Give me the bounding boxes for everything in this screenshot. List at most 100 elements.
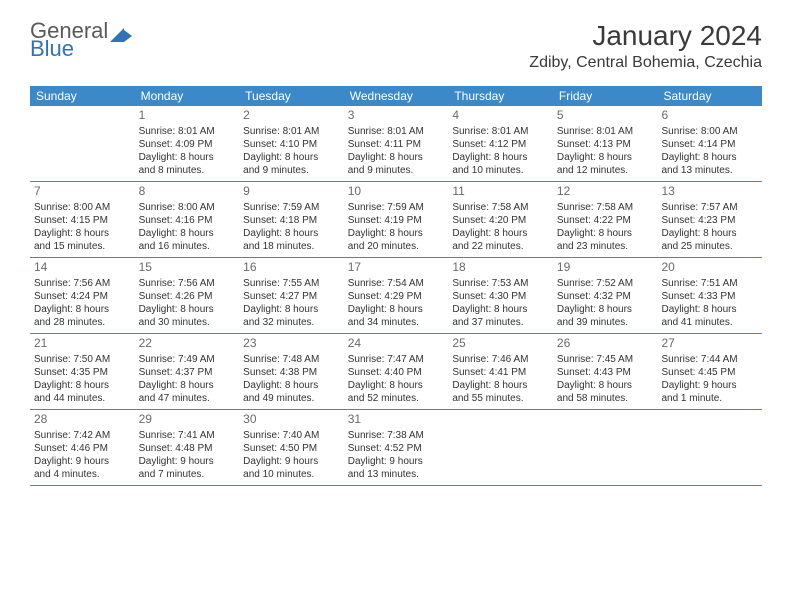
day-info-line: Sunset: 4:33 PM	[661, 290, 758, 303]
day-info-line: Daylight: 8 hours	[139, 379, 236, 392]
day-info-line: Sunrise: 8:00 AM	[661, 125, 758, 138]
day-info-line: Sunrise: 7:42 AM	[34, 429, 131, 442]
day-info-line: Daylight: 8 hours	[139, 303, 236, 316]
day-info-line: and 8 minutes.	[139, 164, 236, 177]
day-info-line: Daylight: 8 hours	[243, 227, 340, 240]
day-info-line: Sunset: 4:48 PM	[139, 442, 236, 455]
day-info-line: Sunset: 4:16 PM	[139, 214, 236, 227]
day-info-line: and 20 minutes.	[348, 240, 445, 253]
day-number: 3	[348, 108, 445, 124]
location: Zdiby, Central Bohemia, Czechia	[529, 54, 762, 72]
day-number: 11	[452, 184, 549, 200]
day-info-line: and 13 minutes.	[348, 468, 445, 481]
weekday-header: Sunday	[30, 86, 135, 106]
day-cell: 19Sunrise: 7:52 AMSunset: 4:32 PMDayligh…	[553, 258, 658, 333]
day-number: 20	[661, 260, 758, 276]
day-info-line: and 28 minutes.	[34, 316, 131, 329]
day-info-line: Sunrise: 7:53 AM	[452, 277, 549, 290]
day-info-line: Sunset: 4:11 PM	[348, 138, 445, 151]
day-cell: 24Sunrise: 7:47 AMSunset: 4:40 PMDayligh…	[344, 334, 449, 409]
day-info-line: Daylight: 8 hours	[34, 227, 131, 240]
weekday-header: Monday	[135, 86, 240, 106]
day-info-line: and 49 minutes.	[243, 392, 340, 405]
day-number: 14	[34, 260, 131, 276]
day-cell: 12Sunrise: 7:58 AMSunset: 4:22 PMDayligh…	[553, 182, 658, 257]
day-cell: 25Sunrise: 7:46 AMSunset: 4:41 PMDayligh…	[448, 334, 553, 409]
day-info-line: Daylight: 8 hours	[557, 227, 654, 240]
day-info-line: Daylight: 8 hours	[34, 379, 131, 392]
day-info-line: Sunrise: 7:46 AM	[452, 353, 549, 366]
day-info-line: Sunset: 4:10 PM	[243, 138, 340, 151]
day-info-line: Sunrise: 7:49 AM	[139, 353, 236, 366]
day-info-line: Sunrise: 8:01 AM	[557, 125, 654, 138]
day-number: 9	[243, 184, 340, 200]
day-info-line: and 25 minutes.	[661, 240, 758, 253]
day-info-line: Sunset: 4:32 PM	[557, 290, 654, 303]
calendar-body: 1Sunrise: 8:01 AMSunset: 4:09 PMDaylight…	[30, 106, 762, 486]
week-row: 21Sunrise: 7:50 AMSunset: 4:35 PMDayligh…	[30, 334, 762, 410]
day-number: 15	[139, 260, 236, 276]
calendar: SundayMondayTuesdayWednesdayThursdayFrid…	[30, 86, 762, 486]
day-info-line: Sunrise: 8:01 AM	[139, 125, 236, 138]
week-row: 7Sunrise: 8:00 AMSunset: 4:15 PMDaylight…	[30, 182, 762, 258]
month-title: January 2024	[529, 20, 762, 52]
day-info-line: Sunrise: 8:01 AM	[348, 125, 445, 138]
day-info-line: and 32 minutes.	[243, 316, 340, 329]
day-info-line: Daylight: 8 hours	[452, 379, 549, 392]
day-info-line: and 22 minutes.	[452, 240, 549, 253]
day-cell	[448, 410, 553, 485]
day-cell: 13Sunrise: 7:57 AMSunset: 4:23 PMDayligh…	[657, 182, 762, 257]
day-info-line: Sunset: 4:52 PM	[348, 442, 445, 455]
day-info-line: Sunset: 4:37 PM	[139, 366, 236, 379]
day-info-line: Sunrise: 7:52 AM	[557, 277, 654, 290]
day-info-line: and 4 minutes.	[34, 468, 131, 481]
day-info-line: Sunrise: 7:40 AM	[243, 429, 340, 442]
day-number: 13	[661, 184, 758, 200]
day-number: 24	[348, 336, 445, 352]
day-info-line: Sunset: 4:09 PM	[139, 138, 236, 151]
day-info-line: Sunset: 4:22 PM	[557, 214, 654, 227]
day-info-line: Sunset: 4:35 PM	[34, 366, 131, 379]
week-row: 28Sunrise: 7:42 AMSunset: 4:46 PMDayligh…	[30, 410, 762, 486]
day-cell: 26Sunrise: 7:45 AMSunset: 4:43 PMDayligh…	[553, 334, 658, 409]
day-info-line: Sunset: 4:45 PM	[661, 366, 758, 379]
day-info-line: Daylight: 8 hours	[348, 303, 445, 316]
day-number: 27	[661, 336, 758, 352]
day-info-line: and 30 minutes.	[139, 316, 236, 329]
day-info-line: Sunset: 4:26 PM	[139, 290, 236, 303]
day-cell: 4Sunrise: 8:01 AMSunset: 4:12 PMDaylight…	[448, 106, 553, 181]
day-number: 16	[243, 260, 340, 276]
day-cell: 31Sunrise: 7:38 AMSunset: 4:52 PMDayligh…	[344, 410, 449, 485]
day-cell: 20Sunrise: 7:51 AMSunset: 4:33 PMDayligh…	[657, 258, 762, 333]
day-info-line: Sunrise: 8:00 AM	[139, 201, 236, 214]
day-info-line: Sunset: 4:41 PM	[452, 366, 549, 379]
day-info-line: and 37 minutes.	[452, 316, 549, 329]
day-info-line: Sunrise: 8:01 AM	[243, 125, 340, 138]
day-cell: 27Sunrise: 7:44 AMSunset: 4:45 PMDayligh…	[657, 334, 762, 409]
day-info-line: Daylight: 9 hours	[139, 455, 236, 468]
day-info-line: Sunset: 4:18 PM	[243, 214, 340, 227]
day-info-line: Sunrise: 7:51 AM	[661, 277, 758, 290]
day-info-line: Daylight: 8 hours	[452, 151, 549, 164]
day-cell: 14Sunrise: 7:56 AMSunset: 4:24 PMDayligh…	[30, 258, 135, 333]
day-cell: 9Sunrise: 7:59 AMSunset: 4:18 PMDaylight…	[239, 182, 344, 257]
day-info-line: Daylight: 8 hours	[243, 303, 340, 316]
day-cell: 7Sunrise: 8:00 AMSunset: 4:15 PMDaylight…	[30, 182, 135, 257]
day-number: 10	[348, 184, 445, 200]
day-info-line: Sunrise: 7:41 AM	[139, 429, 236, 442]
day-number: 19	[557, 260, 654, 276]
day-info-line: Sunset: 4:13 PM	[557, 138, 654, 151]
day-info-line: Sunrise: 7:58 AM	[452, 201, 549, 214]
day-number: 29	[139, 412, 236, 428]
day-info-line: Sunset: 4:20 PM	[452, 214, 549, 227]
day-info-line: and 7 minutes.	[139, 468, 236, 481]
weekday-header-row: SundayMondayTuesdayWednesdayThursdayFrid…	[30, 86, 762, 106]
day-info-line: Daylight: 8 hours	[661, 227, 758, 240]
day-info-line: and 9 minutes.	[243, 164, 340, 177]
day-info-line: and 10 minutes.	[243, 468, 340, 481]
weekday-header: Tuesday	[239, 86, 344, 106]
day-info-line: Sunrise: 7:48 AM	[243, 353, 340, 366]
day-info-line: Sunrise: 7:38 AM	[348, 429, 445, 442]
day-number: 4	[452, 108, 549, 124]
day-info-line: and 16 minutes.	[139, 240, 236, 253]
